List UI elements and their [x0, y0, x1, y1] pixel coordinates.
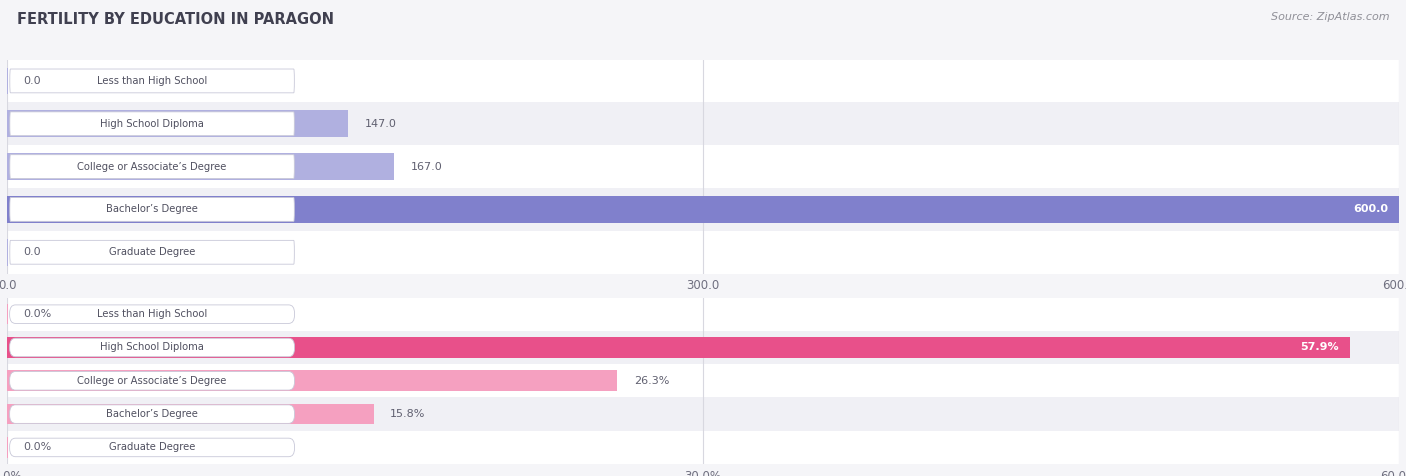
FancyBboxPatch shape: [10, 112, 294, 136]
FancyBboxPatch shape: [10, 69, 294, 93]
FancyBboxPatch shape: [10, 155, 294, 178]
Text: High School Diploma: High School Diploma: [100, 342, 204, 353]
Text: College or Associate’s Degree: College or Associate’s Degree: [77, 376, 226, 386]
Text: College or Associate’s Degree: College or Associate’s Degree: [77, 161, 226, 172]
Bar: [7, 196, 1399, 223]
Text: 0.0%: 0.0%: [24, 309, 52, 319]
Text: Less than High School: Less than High School: [97, 76, 207, 86]
Bar: [7, 153, 395, 180]
Text: Graduate Degree: Graduate Degree: [108, 442, 195, 453]
Bar: [7, 102, 1399, 145]
Text: 15.8%: 15.8%: [391, 409, 426, 419]
Bar: [7, 60, 1399, 102]
Bar: [7, 145, 1399, 188]
Text: Bachelor’s Degree: Bachelor’s Degree: [105, 204, 198, 215]
Bar: [7, 364, 1399, 397]
Bar: [7, 331, 1399, 364]
Text: 57.9%: 57.9%: [1301, 342, 1339, 353]
Bar: [7, 298, 1399, 331]
Text: 600.0: 600.0: [1353, 204, 1388, 215]
Bar: [7, 337, 1350, 358]
Text: 26.3%: 26.3%: [634, 376, 669, 386]
Text: Graduate Degree: Graduate Degree: [108, 247, 195, 258]
Bar: [7, 397, 1399, 431]
FancyBboxPatch shape: [10, 198, 294, 221]
Text: Less than High School: Less than High School: [97, 309, 207, 319]
FancyBboxPatch shape: [10, 438, 294, 456]
Bar: [7, 404, 374, 425]
Text: 0.0: 0.0: [24, 247, 41, 258]
Bar: [7, 431, 1399, 464]
Bar: [7, 231, 1399, 274]
Text: 0.0%: 0.0%: [24, 442, 52, 453]
Text: Source: ZipAtlas.com: Source: ZipAtlas.com: [1271, 12, 1389, 22]
FancyBboxPatch shape: [10, 338, 294, 357]
Text: 167.0: 167.0: [411, 161, 443, 172]
FancyBboxPatch shape: [10, 240, 294, 264]
Bar: [7, 370, 617, 391]
Text: Bachelor’s Degree: Bachelor’s Degree: [105, 409, 198, 419]
Text: 147.0: 147.0: [364, 119, 396, 129]
FancyBboxPatch shape: [10, 372, 294, 390]
FancyBboxPatch shape: [10, 305, 294, 323]
Text: 0.0: 0.0: [24, 76, 41, 86]
Text: High School Diploma: High School Diploma: [100, 119, 204, 129]
Bar: [7, 110, 349, 137]
Text: FERTILITY BY EDUCATION IN PARAGON: FERTILITY BY EDUCATION IN PARAGON: [17, 12, 333, 27]
Bar: [7, 188, 1399, 231]
FancyBboxPatch shape: [10, 405, 294, 423]
